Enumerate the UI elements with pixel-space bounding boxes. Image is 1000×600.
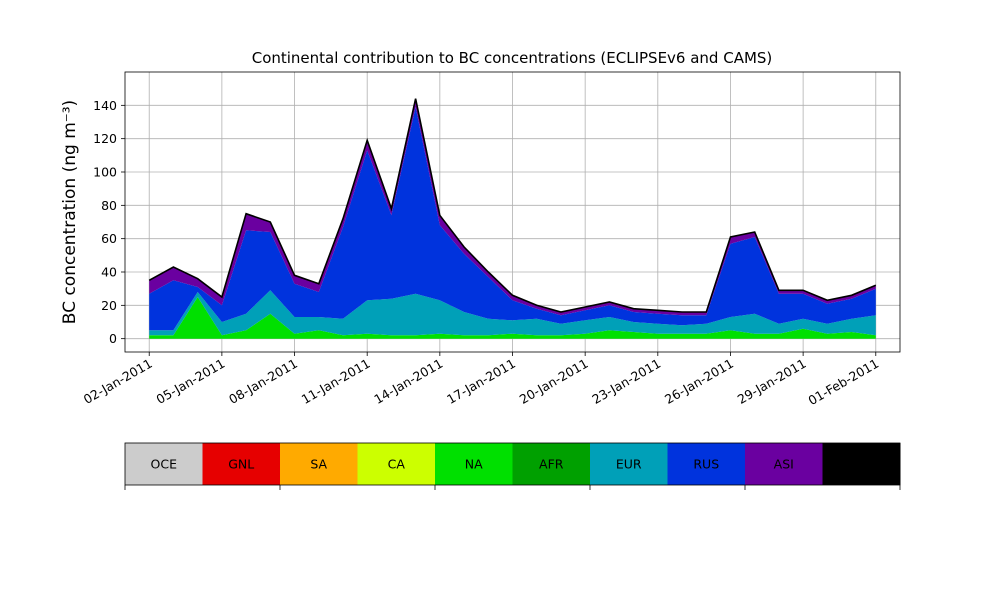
legend-label-eur: EUR: [616, 457, 642, 472]
axes: 0 20 40 60 80 100 120 140 02-Jan-201105-Jan-2011…: [81, 71, 901, 408]
x-tick-label: 08-Jan-2011: [226, 356, 300, 407]
legend-swatch-aus: [822, 443, 901, 485]
y-tick-label: 20: [101, 298, 117, 313]
y-tick-label: 0: [109, 331, 117, 346]
y-axis-label: BC concentration (ng m⁻³): [60, 100, 80, 324]
legend-swatch-asi: [745, 443, 823, 485]
legend-label-oce: OCE: [151, 457, 178, 472]
legend-label-sa: SA: [310, 457, 327, 472]
y-tick-label: 80: [101, 198, 117, 213]
area-na: [149, 297, 876, 339]
area-rus: [149, 107, 876, 331]
legend-swatch-eur: [590, 443, 668, 485]
legend-label-asi: ASI: [774, 457, 794, 472]
x-tick-label: 01-Feb-2011: [805, 356, 881, 408]
x-tick-label: 23-Jan-2011: [589, 356, 663, 407]
x-tick-label: 20-Jan-2011: [517, 356, 591, 407]
x-tick-label: 11-Jan-2011: [299, 356, 373, 407]
legend-swatch-ca: [357, 443, 436, 485]
y-tick-label: 60: [101, 231, 117, 246]
legend-label-rus: RUS: [693, 457, 719, 472]
x-tick-label: 05-Jan-2011: [153, 356, 227, 407]
y-tick-label: 100: [93, 165, 117, 180]
area-asi: [149, 98, 876, 316]
total-line: [148, 98, 877, 313]
legend-frame: [124, 442, 901, 486]
legend-swatch-afr: [512, 443, 591, 485]
legend-label-gnl: GNL: [228, 457, 254, 472]
legend-swatch-rus: [667, 443, 746, 485]
legend: OCE GNL SA CA NA AFR EUR RUS ASI AUS: [124, 442, 901, 490]
chart-title: Continental contribution to BC concentra…: [252, 49, 773, 67]
area-eur: [149, 290, 876, 336]
legend-swatch-oce: [125, 443, 203, 485]
x-tick-label: 14-Jan-2011: [371, 356, 445, 407]
y-tick-label: 40: [101, 265, 117, 280]
x-tick-label: 17-Jan-2011: [444, 356, 518, 407]
x-tick-label: 26-Jan-2011: [662, 356, 736, 407]
legend-swatch-na: [435, 443, 513, 485]
x-tick-label: 29-Jan-2011: [735, 356, 809, 407]
legend-label-ca: CA: [388, 457, 406, 472]
plot-frame: [124, 71, 901, 353]
y-tick-label: 120: [93, 131, 117, 146]
legend-swatch-sa: [280, 443, 358, 485]
stacked-areas: [148, 98, 877, 339]
legend-swatch-gnl: [202, 443, 281, 485]
x-tick-label: 02-Jan-2011: [81, 356, 155, 407]
legend-label-na: NA: [465, 457, 483, 472]
legend-label-aus: AUS: [848, 457, 874, 472]
y-tick-label: 140: [93, 98, 117, 113]
legend-label-afr: AFR: [539, 457, 564, 472]
